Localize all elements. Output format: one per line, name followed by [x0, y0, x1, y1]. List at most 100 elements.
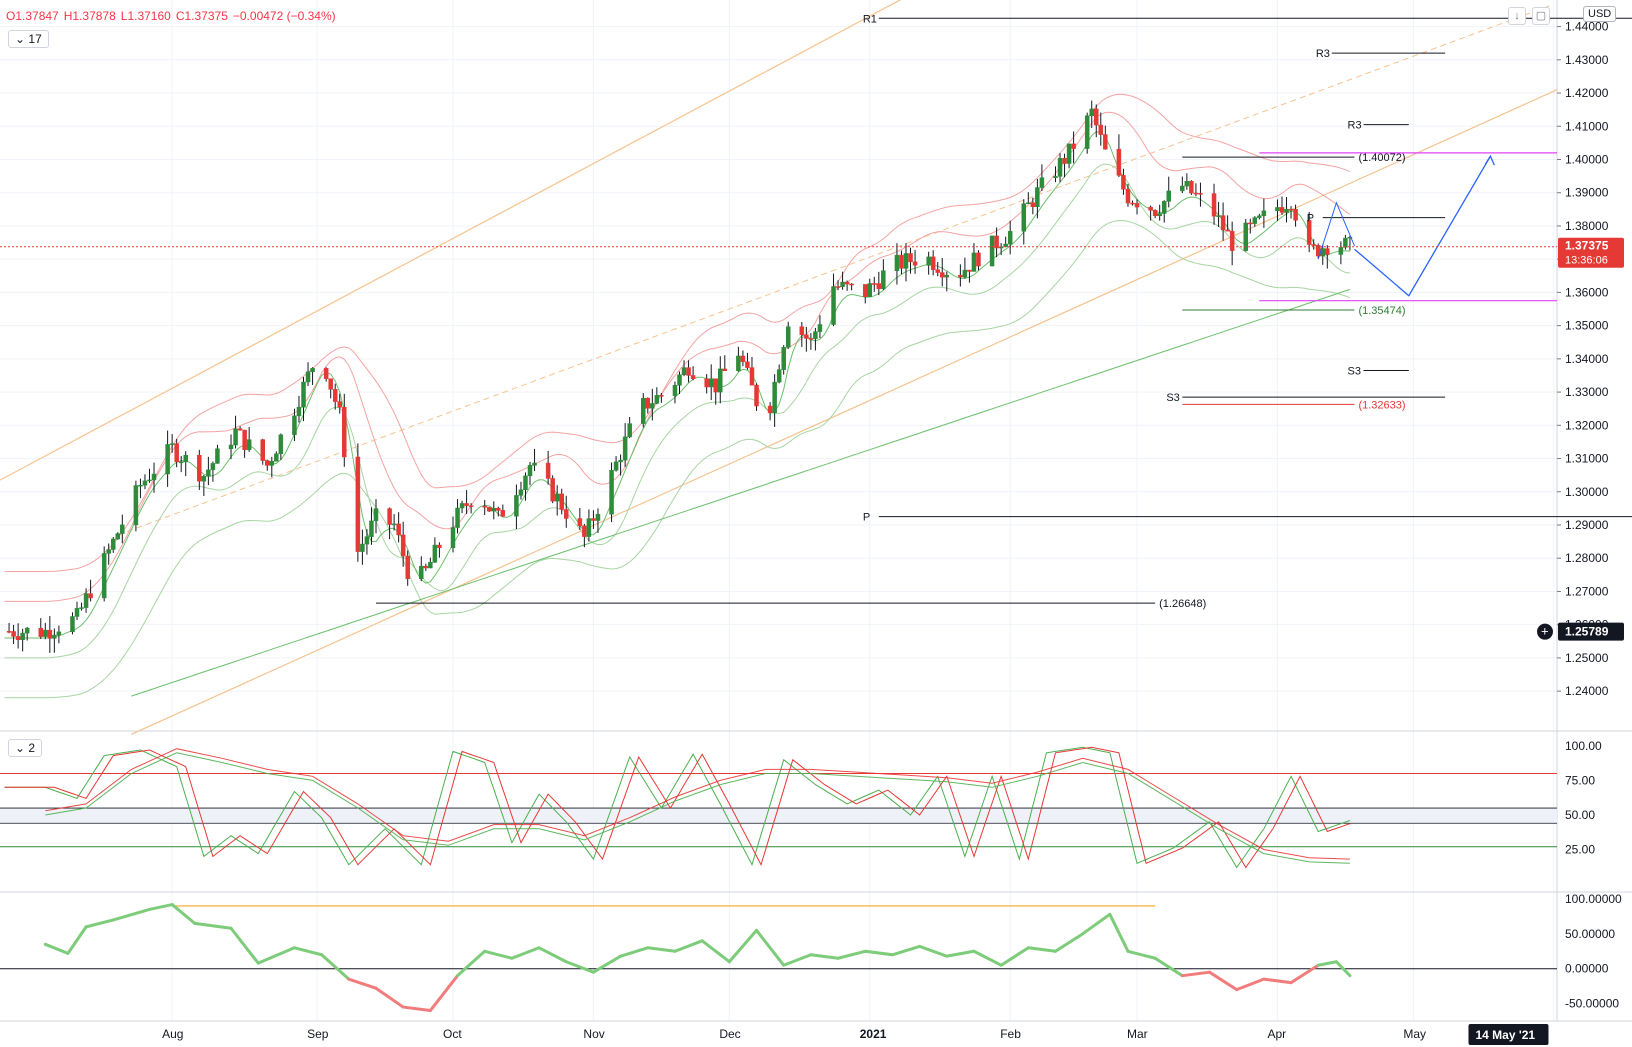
- indicators-toggle-button[interactable]: ⌄ 17: [8, 30, 49, 48]
- candle-body: [419, 565, 424, 580]
- candle-body: [804, 334, 809, 339]
- candle-body: [151, 473, 157, 481]
- candle-body: [971, 252, 977, 272]
- oscillator-tick-label: 100.00: [1565, 739, 1602, 753]
- momentum-segment: [836, 949, 867, 960]
- level-label: (1.40072): [1358, 152, 1405, 164]
- price-tick-label: 1.33000: [1565, 385, 1609, 399]
- candle-body: [532, 462, 537, 466]
- candle-body: [260, 439, 265, 461]
- candle-body: [722, 368, 728, 371]
- momentum-segment: [890, 944, 922, 957]
- candle-body: [246, 439, 252, 451]
- candle-body: [1066, 143, 1072, 164]
- candle-body: [799, 326, 805, 335]
- momentum-segment: [1053, 932, 1085, 953]
- candle-body: [197, 454, 202, 482]
- candle-body: [178, 461, 184, 464]
- candle-body: [1338, 247, 1344, 255]
- momentum-segment: [320, 953, 351, 981]
- candle-body: [881, 270, 886, 289]
- candle-body: [641, 397, 646, 424]
- momentum-segment: [863, 949, 894, 957]
- level-label: (1.35474): [1358, 305, 1405, 317]
- candle-body: [586, 518, 592, 537]
- candle-body: [554, 493, 560, 502]
- candle-body: [754, 384, 759, 407]
- oscillator-slow-line: [4, 746, 1351, 869]
- candle-body: [817, 324, 823, 332]
- currency-button[interactable]: USD: [1583, 6, 1617, 22]
- channel-upper-line: [0, 0, 902, 481]
- pivot-label: P: [1307, 213, 1314, 225]
- time-tick-label: May: [1403, 1027, 1426, 1041]
- momentum-segment: [374, 986, 405, 1009]
- time-tick-label: Feb: [1000, 1027, 1021, 1041]
- candle-body: [332, 389, 338, 402]
- candle-body: [174, 443, 179, 463]
- momentum-segment: [945, 949, 976, 958]
- indicators-count: 17: [28, 32, 42, 46]
- lower-envelope-outer: [4, 219, 1351, 699]
- momentum-segment: [755, 928, 786, 967]
- candle-body: [1057, 158, 1063, 177]
- candle-body: [577, 518, 583, 527]
- candle-body: [111, 538, 116, 550]
- ohlc-legend: O1.37847 H1.37878 L1.37160 C1.37375 −0.00472…: [6, 9, 341, 23]
- candle-body: [242, 429, 247, 451]
- candle-body: [1062, 158, 1067, 164]
- price-tick-label: 1.29000: [1565, 518, 1609, 532]
- add-alert-icon-glyph: +: [1541, 624, 1549, 639]
- time-tick-label: Apr: [1267, 1027, 1286, 1041]
- chevron-down-icon: ⌄: [15, 32, 26, 46]
- candle-body: [1347, 236, 1353, 239]
- candle-body: [405, 555, 410, 580]
- candle-body: [328, 378, 333, 390]
- candle-body: [785, 326, 791, 348]
- fullscreen-icon[interactable]: ▢: [1532, 7, 1550, 25]
- candle-body: [1116, 148, 1122, 176]
- momentum-segment: [147, 903, 174, 911]
- candle-body: [278, 434, 284, 455]
- candle-body: [265, 460, 270, 466]
- candle-body: [133, 485, 139, 526]
- candle-body: [387, 508, 392, 525]
- candle-body: [455, 507, 460, 528]
- price-tick-label: 1.35000: [1565, 319, 1609, 333]
- candle-body: [736, 355, 741, 371]
- pivot-label: S3: [1348, 365, 1361, 377]
- candle-body: [1030, 202, 1036, 207]
- candle-body: [468, 505, 474, 507]
- candle-body: [400, 534, 406, 557]
- candle-body: [899, 254, 904, 269]
- momentum-segment: [193, 921, 233, 930]
- candle-body: [269, 461, 275, 466]
- oscillator-toggle-button[interactable]: ⌄ 2: [8, 739, 43, 757]
- candle-body: [686, 367, 691, 376]
- momentum-segment: [619, 946, 650, 958]
- candle-body: [274, 453, 279, 462]
- momentum-segment: [347, 977, 378, 990]
- momentum-segment: [782, 953, 813, 967]
- candle-body: [559, 493, 564, 510]
- candle-body: [1225, 229, 1230, 232]
- candle-body: [1311, 244, 1316, 246]
- oscillator-tick-label: 25.00: [1565, 842, 1595, 856]
- time-tick-label: Sep: [307, 1027, 329, 1041]
- pivot-label: R3: [1316, 48, 1330, 60]
- momentum-segment: [700, 939, 731, 964]
- oscillator-fast-line: [4, 746, 1351, 869]
- momentum-segment: [292, 946, 324, 957]
- scroll-down-icon[interactable]: ↓: [1508, 7, 1526, 25]
- candle-body: [1248, 222, 1253, 225]
- candle-body: [813, 331, 818, 340]
- candle-body: [310, 368, 315, 373]
- candle-body: [1166, 190, 1171, 202]
- candle-body: [1089, 108, 1094, 117]
- candle-body: [70, 616, 75, 633]
- candle-body: [450, 527, 456, 549]
- candle-body: [491, 507, 497, 512]
- candle-body: [1157, 213, 1162, 217]
- projection-path: [1354, 155, 1491, 297]
